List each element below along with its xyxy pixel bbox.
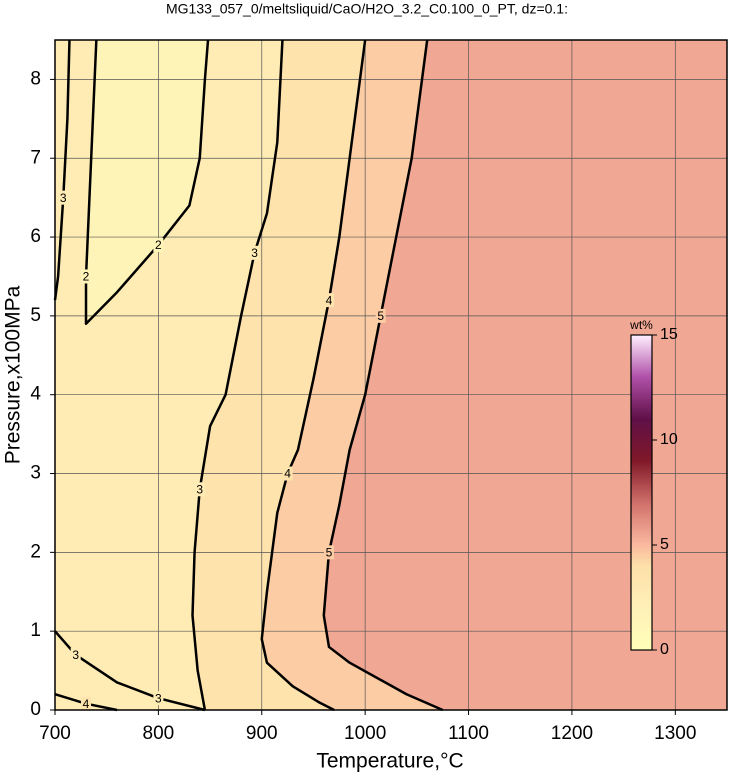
chart-title: MG133_057_0/meltsliquid/CaO/H2O_3.2_C0.1…	[166, 1, 568, 17]
colorbar	[630, 334, 653, 651]
colorbar-tick-label: 15	[660, 326, 678, 343]
colorbar-label: wt%	[629, 318, 653, 332]
y-axis-label: Pressure,x100MPa	[2, 285, 25, 464]
x-axis-label: Temperature,°C	[316, 750, 463, 773]
contour-label-box	[81, 696, 92, 711]
x-tick-label: 800	[143, 723, 175, 744]
contour-label: 5	[377, 309, 384, 323]
y-tick-label: 2	[30, 541, 41, 562]
contour-label-box	[323, 545, 334, 560]
contour-line	[54, 630, 206, 712]
contour-line	[84, 39, 210, 326]
y-tick-label: 1	[30, 620, 41, 641]
x-tick-label: 1200	[551, 723, 593, 744]
contour-label: 3	[60, 191, 67, 205]
contour-label: 4	[83, 697, 90, 711]
contour-label-box	[249, 245, 260, 260]
y-tick-label: 0	[30, 699, 41, 720]
colorbar-tick-label: 10	[660, 431, 678, 448]
x-tick-label: 700	[39, 723, 71, 744]
contour-label-box	[194, 482, 205, 497]
contour-line	[191, 39, 284, 711]
colorbar-tick-label: 0	[660, 641, 669, 658]
x-tick-label: 1100	[448, 723, 489, 744]
plot-frame	[54, 39, 728, 711]
y-tick-label: 8	[30, 68, 41, 89]
contour-label-box	[70, 647, 81, 662]
contour-label: 4	[284, 467, 291, 481]
y-tick-label: 7	[30, 147, 41, 168]
contour-label: 2	[83, 270, 90, 284]
y-tick-label: 4	[30, 384, 41, 405]
x-tick-label: 1300	[654, 723, 696, 744]
contour-label-box	[282, 466, 293, 481]
contour-label: 5	[326, 546, 333, 560]
contour-label: 3	[72, 648, 79, 662]
contour-label: 3	[196, 482, 203, 496]
contour-label: 4	[326, 293, 333, 307]
contour-label: 3	[155, 691, 162, 705]
contour-label-box	[58, 190, 69, 205]
y-tick-label: 5	[30, 305, 41, 326]
y-tick-label: 3	[30, 463, 41, 484]
y-tick-label: 6	[30, 226, 41, 247]
colorbar-tick-label: 5	[660, 536, 669, 553]
x-tick-label: 900	[246, 723, 278, 744]
contour-label: 3	[251, 246, 258, 260]
contour-label-box	[81, 269, 92, 284]
contour-line	[322, 39, 444, 712]
contour-label-box	[375, 308, 386, 323]
contour-label: 2	[155, 238, 162, 252]
x-tick-label: 1000	[344, 723, 386, 744]
contour-label-box	[153, 691, 164, 706]
contour-label-box	[153, 237, 164, 252]
contour-fill	[86, 40, 209, 324]
contour-label-box	[323, 293, 334, 308]
contour-line	[260, 39, 367, 712]
